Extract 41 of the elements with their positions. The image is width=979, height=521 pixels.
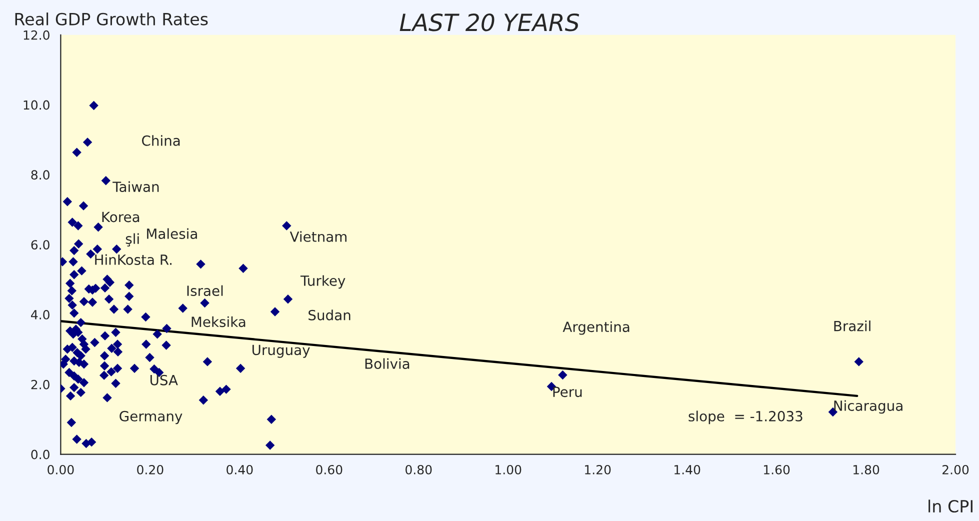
y-tick-label: 2.0 xyxy=(31,380,50,390)
y-tick-label: 12.0 xyxy=(24,30,50,40)
annotation: Vietnam xyxy=(290,231,346,242)
y-tick-label: 4.0 xyxy=(31,310,50,320)
annotation: Bolivia xyxy=(365,358,410,370)
annotation: Uruguay xyxy=(252,344,310,358)
y-tick-label: 8.0 xyxy=(31,170,50,180)
x-tick-label: 2.00 xyxy=(942,464,969,474)
annotation: HinKosta R. xyxy=(95,254,172,265)
y-axis-title: Real GDP Growth Rates xyxy=(15,12,208,26)
x-tick-label: 1.00 xyxy=(496,464,522,474)
annotation: Taiwan xyxy=(112,181,159,192)
annotation: slope = -1.2033 xyxy=(688,410,802,424)
annotation: USA xyxy=(150,374,178,386)
annotation: Meksika xyxy=(192,316,246,328)
y-tick-label: 10.0 xyxy=(24,100,50,110)
x-axis-title: ln CPI xyxy=(928,500,972,513)
annotation: Nicaragua xyxy=(834,400,902,414)
x-tick-label: 1.60 xyxy=(764,464,790,474)
annotation: Korea xyxy=(102,212,140,222)
annotation: China xyxy=(142,135,180,146)
annotation: Brazil xyxy=(834,320,870,332)
annotation: Sudan xyxy=(308,310,350,320)
y-tick-label: 0.0 xyxy=(31,450,50,460)
x-tick-label: 0.60 xyxy=(316,464,342,474)
annotation: Peru xyxy=(553,386,582,398)
x-tick-label: 1.80 xyxy=(853,464,880,474)
y-tick-label: 6.0 xyxy=(31,240,50,250)
x-tick-label: 0.00 xyxy=(48,464,74,474)
x-tick-label: 0.20 xyxy=(137,464,164,474)
annotation: Israel xyxy=(187,285,223,296)
annotation: şli xyxy=(126,233,139,247)
x-tick-label: 1.20 xyxy=(585,464,611,474)
x-tick-label: 0.80 xyxy=(406,464,432,474)
annotation: Turkey xyxy=(300,275,346,289)
annotation: Malesia xyxy=(147,228,197,239)
x-tick-label: 1.40 xyxy=(674,464,700,474)
chart-title: LAST 20 YEARS xyxy=(400,13,580,32)
x-tick-label: 0.40 xyxy=(226,464,253,474)
annotation: Germany xyxy=(120,410,182,424)
annotation: Argentina xyxy=(562,321,630,335)
